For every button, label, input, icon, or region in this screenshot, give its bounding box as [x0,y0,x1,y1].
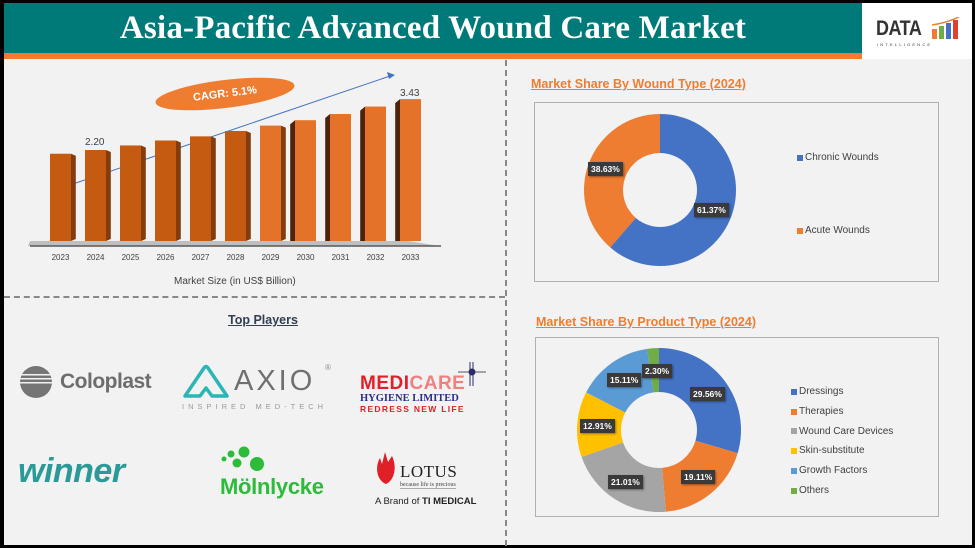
x-tick-label: 2024 [86,253,105,262]
wound-type-donut-chart [584,114,736,266]
page-title: Asia-Pacific Advanced Wound Care Market [119,9,747,46]
medicare-medi: MEDI [360,373,410,394]
registered-mark: ® [325,363,331,372]
legend-wound-care-devices: Wound Care Devices [791,422,893,442]
legend-label: Growth Factors [799,465,868,477]
swatch-orange [797,227,803,234]
x-tick-label: 2032 [366,253,385,262]
wound-type-legend: Chronic Wounds Acute Wounds [797,152,879,236]
coloplast-wordmark: Coloplast [60,370,152,393]
swatch-light-blue [791,468,797,475]
lotus-brand-line: A Brand of TI MEDICAL [375,496,476,507]
x-tick-label: 2023 [51,253,70,262]
x-tick-label: 2027 [191,253,210,262]
legend-label: Chronic Wounds [805,152,879,163]
bar-2023 [50,153,76,241]
label-wound-care-devices: 21.01% [608,475,643,489]
x-tick-label: 2025 [121,253,140,262]
medicare-line3: REDRESS NEW LIFE [360,404,465,414]
bar-value-2024: 2.20 [85,137,105,148]
winner-logo: winner [18,452,125,490]
molnlycke-dots-icon [221,446,264,471]
horizontal-divider [4,296,505,298]
legend-label: Dressings [799,386,844,397]
axio-wordmark: AXIO [234,365,316,397]
bar-2032 [360,106,386,241]
coloplast-emblem-icon [20,366,52,398]
bar-2028 [225,130,251,241]
bar-2027 [190,136,216,241]
legend-label: Skin-substitute [799,445,865,457]
legend-label: Therapies [799,405,844,417]
label-skin-substitute: 12.91% [580,419,615,433]
medicare-logo: MEDICARE HYGIENE LIMITED REDRESS NEW LIF… [360,362,486,414]
bar-2030 [290,120,316,241]
legend-therapies: Therapies [791,402,893,422]
swatch-blue [797,154,803,161]
label-acute: 38.63% [588,162,623,176]
axio-tagline: INSPIRED MED-TECH [182,402,328,411]
legend-growth-factors: Growth Factors [791,461,893,481]
bar-2033 [395,99,421,241]
lotus-tagline: because life is precious [400,482,456,489]
bar-2031 [325,114,351,241]
lotus-wordmark: LOTUS [400,462,458,481]
axio-emblem-icon [183,364,229,398]
x-axis-title: Market Size (in US$ Billion) [174,276,296,287]
legend-acute-wounds: Acute Wounds [797,225,879,236]
swatch-orange [791,408,797,415]
label-growth-factors: 15.11% [607,373,642,387]
x-tick-label: 2028 [226,253,245,262]
bar-2024 [85,150,111,241]
vertical-divider [505,60,507,546]
medicare-care: CARE [409,373,466,394]
market-size-bar-chart [28,72,441,247]
lotus-brand-name: TI MEDICAL [422,496,477,507]
legend-label: Others [799,484,830,496]
slice-acute-wounds [584,114,660,248]
legend-label: Wound Care Devices [799,425,894,437]
x-tick-label: 2031 [331,253,350,262]
slice-chronic-wounds [610,114,736,266]
bar-2025 [120,145,146,241]
top-players-title: Top Players [228,313,298,327]
header-accent-stripe [4,53,862,59]
x-tick-label: 2026 [156,253,175,262]
label-dressings: 29.56% [690,387,725,401]
swatch-green [791,487,797,494]
lotus-flower-icon [377,452,395,484]
bar-value-2033: 3.43 [400,88,420,99]
legend-others: Others [791,481,893,501]
logo-subtext: INTELLIGENCE [877,42,933,47]
medicare-wordmark: MEDICARE [360,374,465,393]
product-type-title: Market Share By Product Type (2024) [536,315,756,329]
product-type-legend: Dressings Therapies Wound Care Devices S… [791,382,893,501]
label-therapies: 19.11% [681,470,716,484]
wound-type-title: Market Share By Wound Type (2024) [531,77,746,91]
legend-chronic-wounds: Chronic Wounds [797,152,879,163]
swatch-yellow [791,448,797,455]
swatch-gray [791,428,797,435]
bar-2026 [155,140,181,241]
datam-intelligence-logo: DATA INTELLIGENCE [862,3,972,59]
lotus-brand-prefix: A Brand of [375,496,423,507]
x-tick-label: 2030 [296,253,315,262]
logo-bars-icon [932,17,960,39]
label-chronic: 61.37% [694,203,729,217]
logo-text: DATA [876,15,922,40]
label-others: 2.30% [642,364,673,378]
swatch-blue [791,388,797,395]
medicare-cross-icon [458,362,486,386]
legend-label: Acute Wounds [805,225,870,236]
x-tick-label: 2033 [401,253,420,262]
molnlycke-wordmark: Mölnlycke [220,474,324,499]
header-banner [4,3,862,53]
legend-skin-substitute: Skin-substitute [791,441,893,461]
bar-2029 [260,125,286,241]
x-tick-label: 2029 [261,253,280,262]
legend-dressings: Dressings [791,382,893,402]
medicare-line2: HYGIENE LIMITED [360,393,459,404]
